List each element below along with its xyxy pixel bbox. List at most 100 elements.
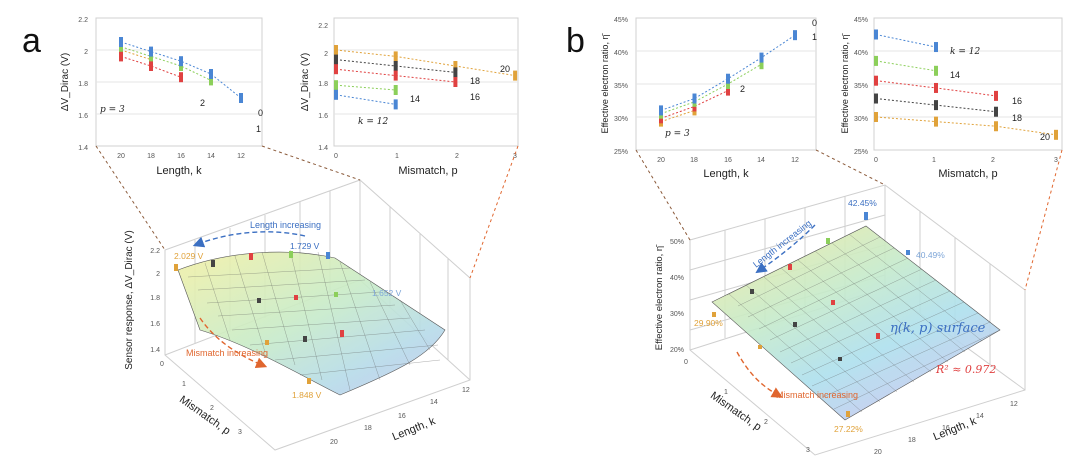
k-tick: 14 [976,413,984,420]
data-point [934,116,938,127]
series-label: 18 [1012,113,1022,123]
data-point [934,100,938,111]
series-label: 14 [950,70,960,80]
series-label: 16 [470,92,480,102]
surface-equation-label: η(k, p) surface [890,321,986,336]
series-label: p = 3 [665,129,690,139]
x-tick: 3 [1054,157,1058,164]
x-tick: 16 [177,153,185,160]
trend-line [335,84,396,91]
p-tick: 2 [210,405,214,412]
data-point [874,55,878,66]
length-arrow [192,231,306,248]
series-label: 16 [1012,96,1022,106]
value-label: 1.848 V [292,390,322,400]
data-point [179,72,183,83]
marker [838,357,842,361]
data-point [874,112,878,122]
marker [340,330,344,337]
marker [793,322,797,327]
marker [211,260,215,267]
data-point [793,30,797,41]
surface-b: 50% 40% 30% 20% Effective electron ratio… [654,184,1026,456]
x-tick: 18 [147,153,155,160]
p-tick: 0 [684,359,688,366]
data-point [994,90,998,101]
p-tick: 3 [238,429,242,436]
trend-line [660,90,729,119]
mismatch-label-line1: Mismatch increasing [186,348,268,358]
marker [876,333,880,339]
y-tick: 45% [854,17,868,24]
x-axis-label: Mismatch, p [398,165,457,177]
y-tick: 2.2 [78,17,88,24]
y-tick: 25% [854,149,868,156]
x-tick: 3 [513,153,517,160]
x-tick: 1 [932,157,936,164]
surface-gridlines [726,225,1001,413]
value-label: 29.90% [694,318,723,328]
z-axis-label: Sensor response, ΔV_Dirac (V) [124,230,135,370]
mismatch-label: Mismatch increasing [776,390,858,400]
marker [758,345,762,349]
p-tick: 0 [160,361,164,368]
r-squared-label: R² ≈ 0.972 [935,363,996,376]
marker [906,250,910,255]
data-point [334,80,338,91]
data-point [934,42,938,53]
gridlines [334,49,518,115]
series-label: 20 [1040,132,1050,142]
y-tick: 1.4 [318,145,328,152]
p-axis-label: Mismatch, p [177,394,232,438]
series-label: p = 3 [100,105,125,115]
z-ticks: 50% 40% 30% 20% [670,239,684,354]
p-axis-label: Mismatch, p [708,390,763,434]
marker [249,253,253,260]
chart-a2: 2.2 2 1.8 1.6 1.4 0 1 2 3 Mismatch, p ΔV… [300,17,519,177]
y-tick: 25% [614,149,628,156]
data-point [994,106,998,117]
series-label: k = 12 [358,117,388,127]
series-label: 2 [740,84,745,94]
x-tick: 14 [207,153,215,160]
series-layer [334,45,518,110]
z-tick: 2 [156,271,160,278]
data-point [726,79,730,89]
trend-line [120,55,182,78]
k-tick: 20 [874,449,882,456]
series-label: 18 [470,76,480,86]
k-tick: 16 [942,425,950,432]
z-tick: 1.8 [150,295,160,302]
marker [750,289,754,294]
x-tick: 16 [724,157,732,164]
series-label: 1 [812,32,817,42]
k-tick: 18 [908,437,916,444]
k-ticks: 12 14 16 18 20 [330,387,470,446]
trend-line [660,109,695,123]
y-axis-label: Effective electron ratio, η̄ [600,33,610,134]
y-axis-label: ΔV_Dirac (V) [60,53,71,111]
x-axis-label: Length, k [703,168,749,180]
marker [831,300,835,305]
surface-a: 2.2 2 1.8 1.6 1.4 Sensor response, ΔV_Di… [124,179,471,451]
marker [334,292,338,297]
panel-label-a: a [22,22,41,60]
p-tick: 2 [764,419,768,426]
series-layer [119,37,243,103]
y-tick: 35% [614,83,628,90]
marker [257,298,261,303]
z-tick: 30% [670,311,684,318]
data-point [759,52,764,63]
x-tick: 20 [117,153,125,160]
series-label: 0 [258,108,263,118]
k-tick: 12 [462,387,470,394]
data-point [393,61,398,71]
data-point [874,29,878,40]
k-tick: 16 [398,413,406,420]
data-point [393,70,398,81]
data-point [874,93,878,104]
data-point [393,51,398,62]
data-point [726,73,730,84]
data-point [453,67,458,78]
